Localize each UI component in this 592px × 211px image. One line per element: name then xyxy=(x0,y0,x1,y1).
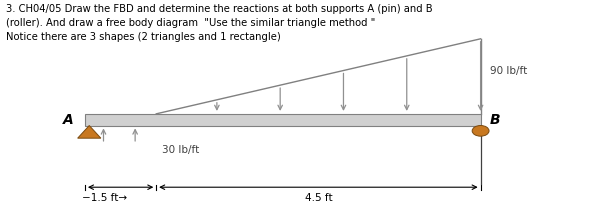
Polygon shape xyxy=(78,126,101,138)
Text: 30 lb/ft: 30 lb/ft xyxy=(162,145,199,154)
Text: −1.5 ft→: −1.5 ft→ xyxy=(82,193,127,203)
Text: 90 lb/ft: 90 lb/ft xyxy=(490,66,527,76)
Text: Notice there are 3 shapes (2 triangles and 1 rectangle): Notice there are 3 shapes (2 triangles a… xyxy=(6,32,281,42)
Text: B: B xyxy=(490,112,501,127)
Text: 4.5 ft: 4.5 ft xyxy=(305,193,332,203)
Circle shape xyxy=(472,126,489,136)
Polygon shape xyxy=(85,114,481,126)
Text: A: A xyxy=(63,112,73,127)
Text: (roller). And draw a free body diagram  "Use the similar triangle method ": (roller). And draw a free body diagram "… xyxy=(6,18,375,28)
Text: 3. CH04/05 Draw the FBD and determine the reactions at both supports A (pin) and: 3. CH04/05 Draw the FBD and determine th… xyxy=(6,4,433,14)
